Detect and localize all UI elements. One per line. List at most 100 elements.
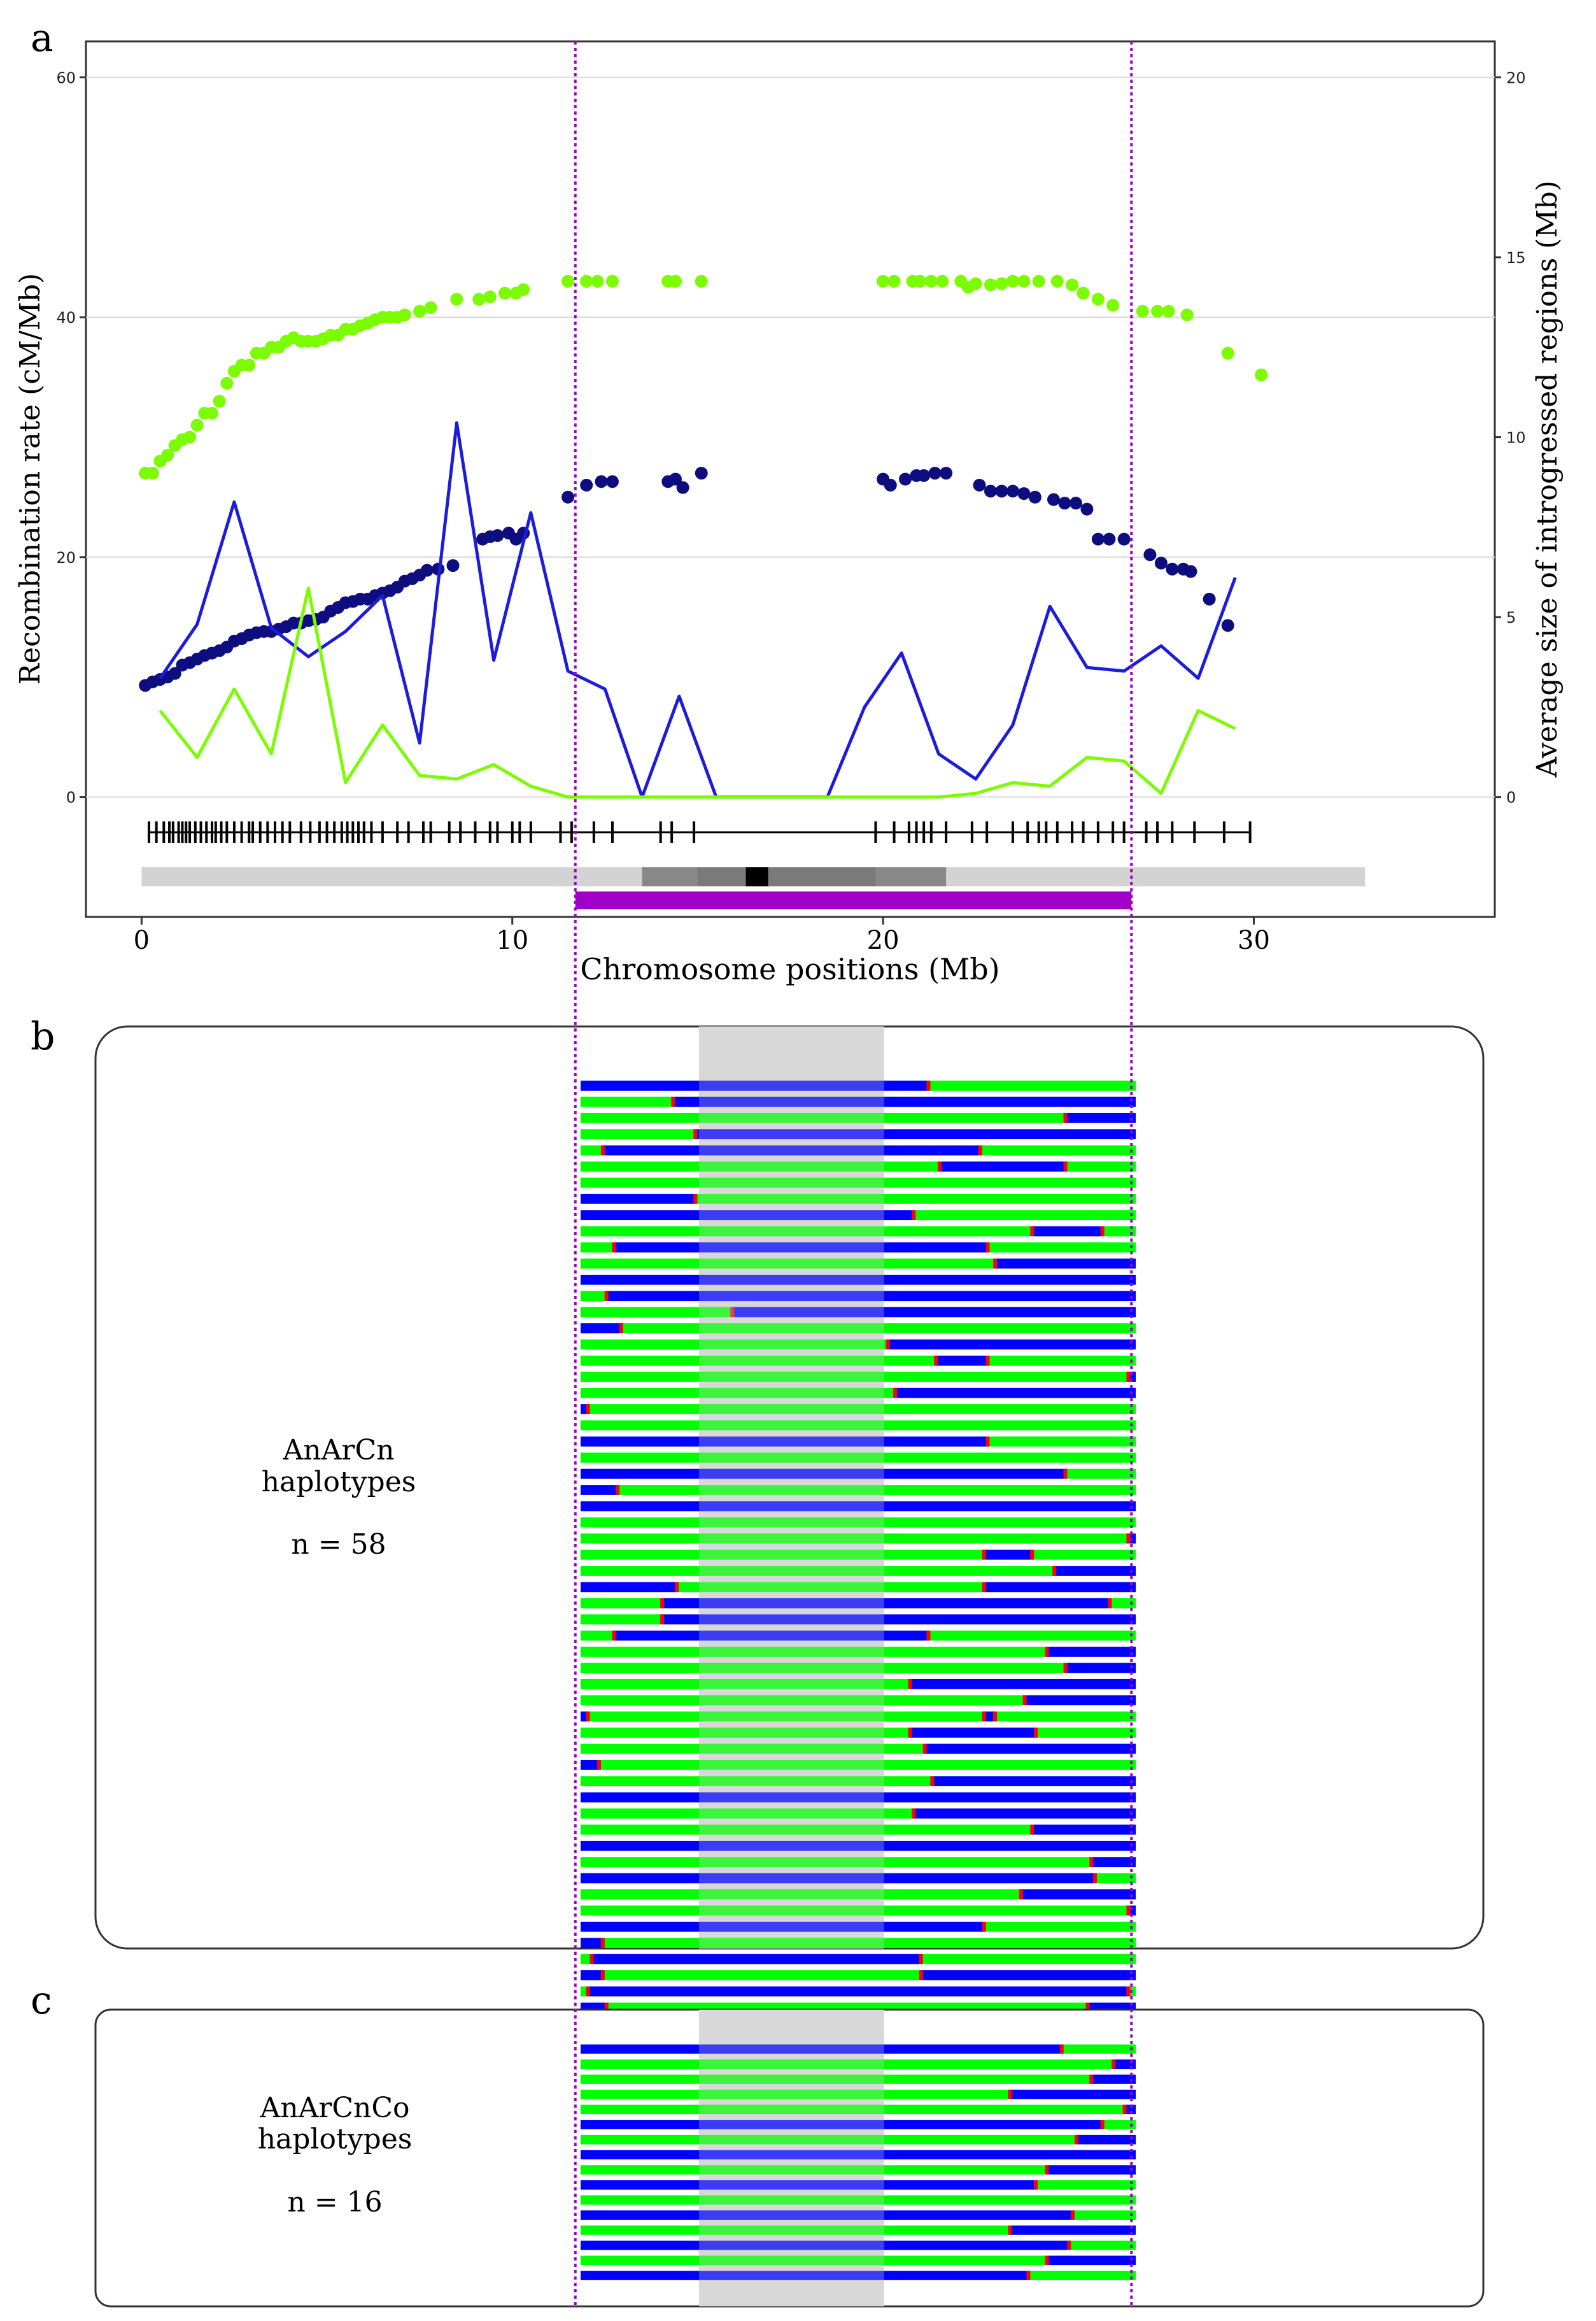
haplotype-segment [1110, 1598, 1136, 1608]
breakpoint-mark [1030, 1226, 1035, 1237]
data-point [243, 358, 256, 372]
haplotype-segment [1065, 1663, 1136, 1673]
breakpoint-mark [919, 1970, 923, 1980]
haplotype-segment [581, 2075, 1092, 2084]
haplotype-segment [910, 1679, 1136, 1689]
haplotype-row [581, 1630, 1136, 1641]
haplotype-row [581, 1566, 1136, 1576]
breakpoint-mark [1089, 2075, 1094, 2084]
haplotype-segment [581, 1388, 896, 1398]
breakpoint-mark [1063, 1468, 1068, 1479]
y-tick-label: 60 [56, 69, 76, 87]
haplotype-segment [581, 1759, 600, 1770]
breakpoint-mark [926, 1081, 931, 1091]
haplotype-segment [581, 1679, 910, 1689]
breakpoint-mark [1063, 1663, 1068, 1673]
data-point [1091, 292, 1105, 306]
data-point [398, 308, 411, 322]
haplotype-segment [581, 1177, 1136, 1188]
breakpoint-mark [693, 1193, 698, 1204]
haplotype-row [581, 2180, 1136, 2190]
breakpoint-mark [604, 2002, 609, 2013]
haplotype-segment [618, 1485, 1136, 1495]
breakpoint-mark [982, 1711, 986, 1722]
haplotype-segment [1091, 2075, 1136, 2084]
haplotype-segment [980, 1145, 1136, 1156]
breakpoint-mark [1074, 2134, 1078, 2145]
haplotype-row [581, 1647, 1136, 1657]
data-point [517, 283, 530, 296]
haplotype-segment [895, 1388, 1136, 1398]
breakpoint-mark [978, 1145, 982, 1156]
haplotype-segment [581, 1873, 1096, 1884]
breakpoint-mark [1019, 1889, 1023, 1899]
haplotype-segment [581, 1161, 940, 1172]
panel-label-c: c [31, 1978, 52, 2023]
haplotype-segment [1024, 1695, 1136, 1706]
haplotype-row [581, 1728, 1136, 1738]
data-point [1050, 274, 1064, 288]
data-point [1066, 278, 1079, 292]
haplotype-segment [581, 2105, 1125, 2115]
haplotype-segment [602, 1970, 921, 1980]
haplotype-segment [995, 1258, 1136, 1269]
data-point [924, 274, 938, 288]
breakpoint-mark [1126, 1986, 1131, 1997]
data-point [695, 467, 708, 480]
haplotype-row [581, 1889, 1136, 1899]
haplotype-row [581, 1759, 1136, 1770]
haplotype-segment [987, 1355, 1136, 1366]
breakpoint-mark [660, 1614, 664, 1625]
haplotype-row [581, 1921, 1136, 1932]
breakpoint-mark [893, 1388, 898, 1398]
haplotype-segment [921, 1970, 1136, 1980]
data-point [940, 467, 953, 480]
haplotype-segment [673, 1097, 1136, 1107]
haplotype-segment [581, 1097, 674, 1107]
panel-c: c AnArCnCo haplotypes n = 16 [31, 1978, 1485, 2308]
breakpoint-mark [671, 1097, 675, 1107]
centromere-core-bar [697, 867, 876, 886]
haplotype-segment [581, 1485, 618, 1495]
breakpoint-mark [1034, 2180, 1038, 2190]
breakpoint-mark [1093, 1873, 1098, 1884]
data-point [605, 274, 619, 288]
breakpoint-mark [1126, 1905, 1131, 1916]
haplotype-rows [581, 2010, 1136, 2306]
data-point [498, 287, 512, 300]
data-point [899, 472, 912, 486]
haplotype-segment [695, 1193, 1136, 1204]
breakpoint-mark [597, 1759, 602, 1770]
data-point [1151, 304, 1164, 318]
haplotype-segment [588, 1986, 1129, 1997]
haplotype-segment [581, 1404, 588, 1414]
haplotype-segment [581, 1274, 1136, 1285]
breakpoint-mark [1045, 1647, 1049, 1657]
haplotype-segment [581, 2271, 1029, 2280]
haplotype-row [581, 1323, 1136, 1333]
haplotype-row [581, 2044, 1136, 2054]
breakpoint-mark [612, 1242, 616, 1253]
breakpoint-mark [600, 1970, 605, 1980]
y2-tick-label: 10 [1506, 429, 1526, 447]
haplotype-row [581, 1355, 1136, 1366]
haplotype-row [581, 1485, 1136, 1495]
haplotype-row [581, 1954, 1136, 1964]
haplotype-row [581, 1549, 1136, 1560]
boundary-lines [574, 41, 1133, 2306]
breakpoint-mark [730, 1307, 735, 1317]
breakpoint-mark [982, 1921, 986, 1932]
data-point [1221, 619, 1234, 632]
haplotype-segment [695, 1129, 1136, 1140]
haplotype-row [581, 1291, 1136, 1302]
data-point [561, 490, 575, 504]
haplotype-segment [581, 1372, 1129, 1382]
breakpoint-mark [1063, 1161, 1068, 1172]
haplotype-segment [928, 1081, 1136, 1091]
breakpoint-mark [1108, 1598, 1112, 1608]
y2-tick-label: 5 [1506, 609, 1516, 627]
centromere-knob [745, 867, 768, 886]
data-point [1017, 274, 1031, 288]
haplotype-row [581, 1857, 1136, 1868]
haplotype-segment [732, 1307, 1136, 1317]
